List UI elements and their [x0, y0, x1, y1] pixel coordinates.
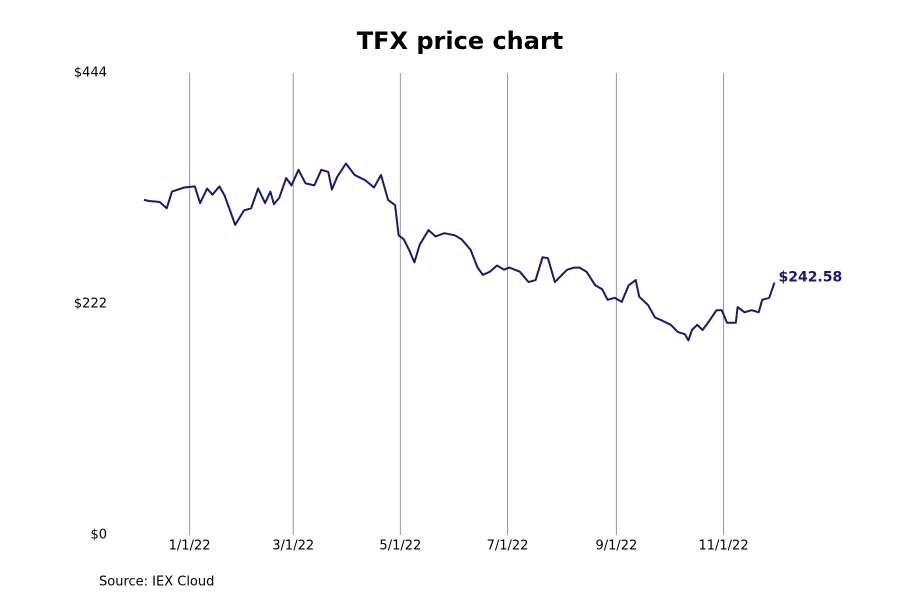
y-tick-label: $0 — [90, 528, 107, 543]
price-line — [143, 162, 776, 342]
x-tick-label: 9/1/22 — [595, 539, 637, 554]
y-tick-label: $222 — [74, 297, 107, 312]
x-tick-label: 11/1/22 — [698, 539, 748, 554]
value-label: $242.58 — [778, 270, 842, 286]
x-tick-label: 5/1/22 — [379, 539, 421, 554]
x-tick-label: 7/1/22 — [487, 539, 529, 554]
x-tick-label: 1/1/22 — [169, 539, 211, 554]
y-tick-label: $444 — [74, 66, 107, 81]
chart-title: TFX price chart — [357, 27, 564, 55]
x-tick-label: 3/1/22 — [272, 539, 314, 554]
source-note: Source: IEX Cloud — [99, 575, 214, 590]
